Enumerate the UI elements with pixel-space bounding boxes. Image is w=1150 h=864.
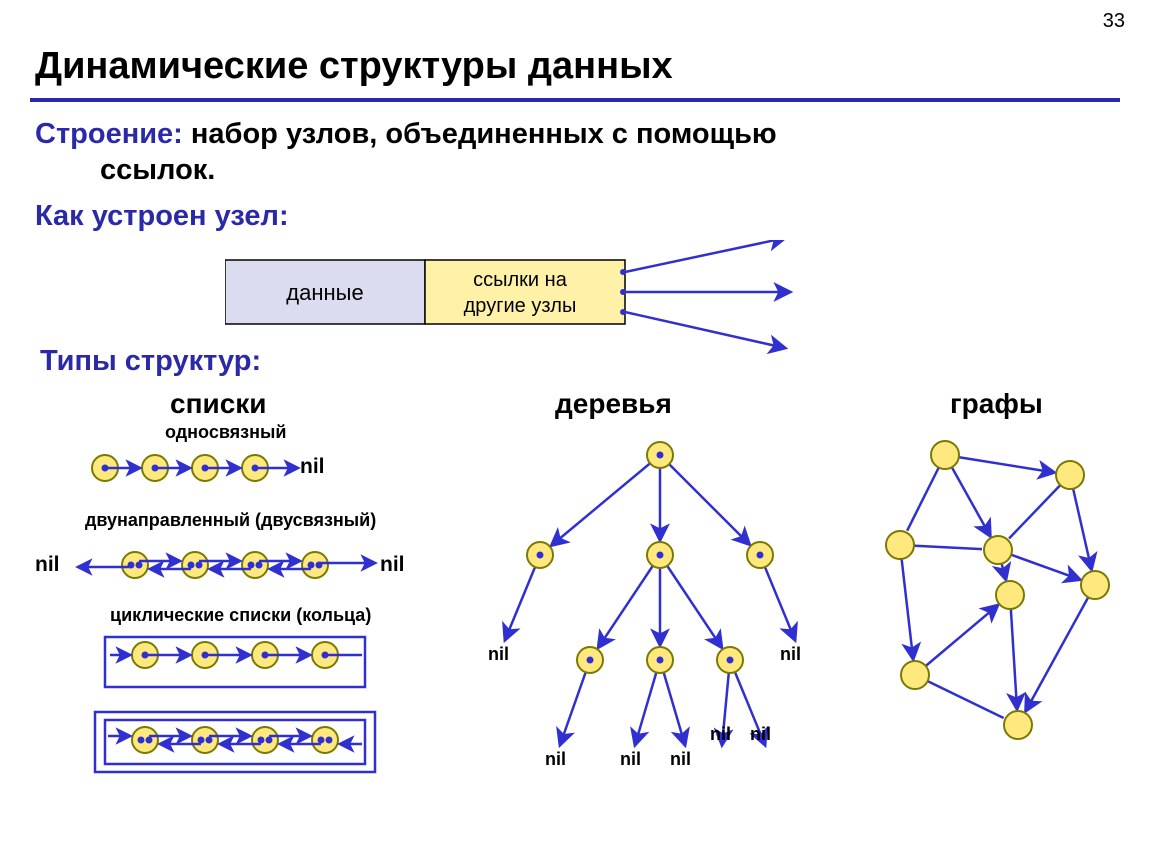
- structure-text-2: ссылок.: [100, 154, 215, 187]
- svg-text:nil: nil: [710, 724, 731, 744]
- svg-text:nil: nil: [670, 749, 691, 769]
- graphs-heading: графы: [950, 388, 1043, 420]
- svg-text:данные: данные: [286, 280, 363, 305]
- node-box-diagram: данные ссылки на другие узлы: [225, 240, 845, 360]
- tree-diagram: nilnilnilnilnilnilnil: [460, 425, 840, 805]
- svg-text:nil: nil: [488, 644, 509, 664]
- svg-text:nil: nil: [620, 749, 641, 769]
- page-number: 33: [1103, 10, 1125, 33]
- types-label: Типы структур:: [40, 345, 261, 378]
- lists-diagram: [30, 440, 450, 840]
- structure-label: Строение:: [35, 118, 183, 150]
- structure-text-1: набор узлов, объединенных с помощью: [191, 118, 777, 150]
- node-structure-label: Как устроен узел:: [35, 200, 289, 233]
- svg-text:nil: nil: [780, 644, 801, 664]
- svg-text:nil: nil: [750, 724, 771, 744]
- slide-title: Динамические структуры данных: [35, 45, 673, 88]
- svg-text:другие узлы: другие узлы: [464, 295, 577, 317]
- trees-heading: деревья: [555, 388, 672, 420]
- title-underline: [30, 98, 1120, 102]
- lists-heading: списки: [170, 388, 267, 420]
- graph-diagram: [870, 425, 1130, 765]
- svg-text:ссылки на: ссылки на: [473, 269, 568, 291]
- structure-line: Строение: набор узлов, объединенных с по…: [35, 118, 777, 151]
- svg-text:nil: nil: [545, 749, 566, 769]
